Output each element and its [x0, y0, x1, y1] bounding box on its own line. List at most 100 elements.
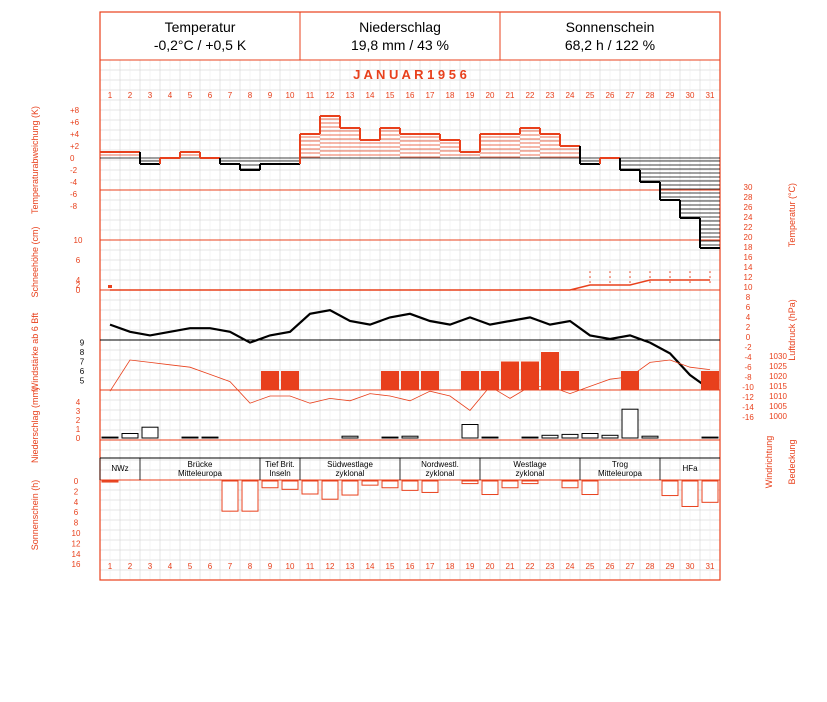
day-label-top: 7 [228, 91, 233, 100]
day-label-bottom: 5 [188, 562, 193, 571]
day-label-bottom: 16 [406, 562, 415, 571]
anomaly-tick: +6 [70, 118, 80, 127]
precip-bar [541, 434, 559, 439]
snow-dot [689, 271, 691, 273]
day-label-bottom: 8 [248, 562, 253, 571]
day-label-bottom: 29 [666, 562, 675, 571]
day-label-bottom: 24 [566, 562, 575, 571]
snow-dot [669, 271, 671, 273]
day-label-bottom: 19 [466, 562, 475, 571]
day-label-bottom: 20 [486, 562, 495, 571]
weather-type-label-2: zyklonal [336, 469, 365, 478]
weather-type-label: NWz [111, 464, 128, 473]
temperature-tick: -16 [742, 413, 754, 422]
day-label-bottom: 22 [526, 562, 535, 571]
precip-tick: 2 [76, 416, 81, 425]
axis-label-cloud: Bedeckung [787, 439, 797, 484]
day-label-top: 3 [148, 91, 153, 100]
header-sunshine-value: 68,2 h / 122 % [564, 37, 656, 53]
header-precipitation-label: Niederschlag [359, 19, 441, 35]
day-label-bottom: 23 [546, 562, 555, 571]
day-label-bottom: 1 [108, 562, 113, 571]
day-label-bottom: 21 [506, 562, 515, 571]
day-label-top: 27 [626, 91, 635, 100]
day-label-top: 6 [208, 91, 213, 100]
sunshine-bar [381, 480, 399, 489]
day-label-top: 2 [128, 91, 133, 100]
weather-type-label-2: Inseln [269, 469, 290, 478]
weather-type-label: Tief Brit. [265, 460, 294, 469]
temperature-tick: 10 [744, 283, 753, 292]
precip-bar [601, 434, 619, 439]
day-label-bottom: 25 [586, 562, 595, 571]
precip-tick: 1 [76, 425, 81, 434]
pressure-tick: 1005 [769, 402, 787, 411]
sunshine-bar [241, 480, 259, 512]
sunshine-bar [561, 480, 579, 489]
day-label-top: 23 [546, 91, 555, 100]
temperature-tick: 22 [744, 223, 753, 232]
day-label-top: 18 [446, 91, 455, 100]
day-label-top: 12 [326, 91, 335, 100]
wind-tick: 6 [80, 367, 85, 376]
sunshine-bar [701, 480, 719, 503]
sun-tick: 16 [72, 560, 81, 569]
anomaly-tick: +2 [70, 142, 80, 151]
axis-label-wind-dir: Windrichtung [764, 436, 774, 489]
anomaly-tick: +8 [70, 106, 80, 115]
anomaly-tick: 0 [70, 154, 75, 163]
day-label-top: 28 [646, 91, 655, 100]
header-sunshine-label: Sonnenschein [565, 19, 655, 35]
day-label-top: 8 [248, 91, 253, 100]
axis-label-anomaly: Temperaturabweichung (K) [30, 106, 40, 214]
temperature-line [109, 309, 711, 391]
precip-tick: 3 [76, 407, 81, 416]
precip-bar [401, 435, 419, 439]
temperature-tick: 16 [744, 253, 753, 262]
temperature-tick: 24 [744, 213, 753, 222]
sunshine-bar [261, 480, 279, 489]
temperature-tick: 4 [746, 313, 751, 322]
day-label-top: 9 [268, 91, 273, 100]
day-label-top: 31 [706, 91, 715, 100]
snow-dot [609, 276, 611, 278]
snow-dot [629, 276, 631, 278]
day-label-bottom: 6 [208, 562, 213, 571]
pressure-tick: 1030 [769, 352, 787, 361]
wind-bar [481, 371, 499, 390]
pressure-tick: 1015 [769, 382, 787, 391]
day-label-top: 11 [306, 91, 315, 100]
weather-type-label-2: zyklonal [516, 469, 545, 478]
weather-type-label-2: Mitteleuropa [178, 469, 223, 478]
pressure-tick: 1010 [769, 392, 787, 401]
sun-tick: 8 [74, 519, 79, 528]
day-label-bottom: 27 [626, 562, 635, 571]
day-label-top: 19 [466, 91, 475, 100]
day-label-bottom: 31 [706, 562, 715, 571]
day-label-bottom: 28 [646, 562, 655, 571]
pressure-line [109, 359, 711, 411]
temperature-tick: -14 [742, 403, 754, 412]
snow-dot [609, 281, 611, 283]
axis-label-snow: Schneehöhe (cm) [30, 226, 40, 297]
precip-bar [581, 433, 599, 439]
snow-tick: 6 [76, 256, 81, 265]
sun-tick: 0 [74, 477, 79, 486]
pressure-tick: 1020 [769, 372, 787, 381]
sunshine-bar [341, 480, 359, 496]
day-label-top: 20 [486, 91, 495, 100]
day-label-bottom: 7 [228, 562, 233, 571]
day-label-top: 1 [108, 91, 113, 100]
sunshine-bar [301, 480, 319, 495]
snow-dot [649, 276, 651, 278]
day-label-top: 15 [386, 91, 395, 100]
snow-dot [589, 281, 591, 283]
day-label-top: 21 [506, 91, 515, 100]
sunshine-bar [481, 480, 499, 496]
snow-dot [649, 271, 651, 273]
wind-bar [461, 371, 479, 390]
anomaly-tick: -6 [70, 190, 78, 199]
temperature-tick: 26 [744, 203, 753, 212]
temperature-tick: 12 [744, 273, 753, 282]
snow-dot [669, 281, 671, 283]
